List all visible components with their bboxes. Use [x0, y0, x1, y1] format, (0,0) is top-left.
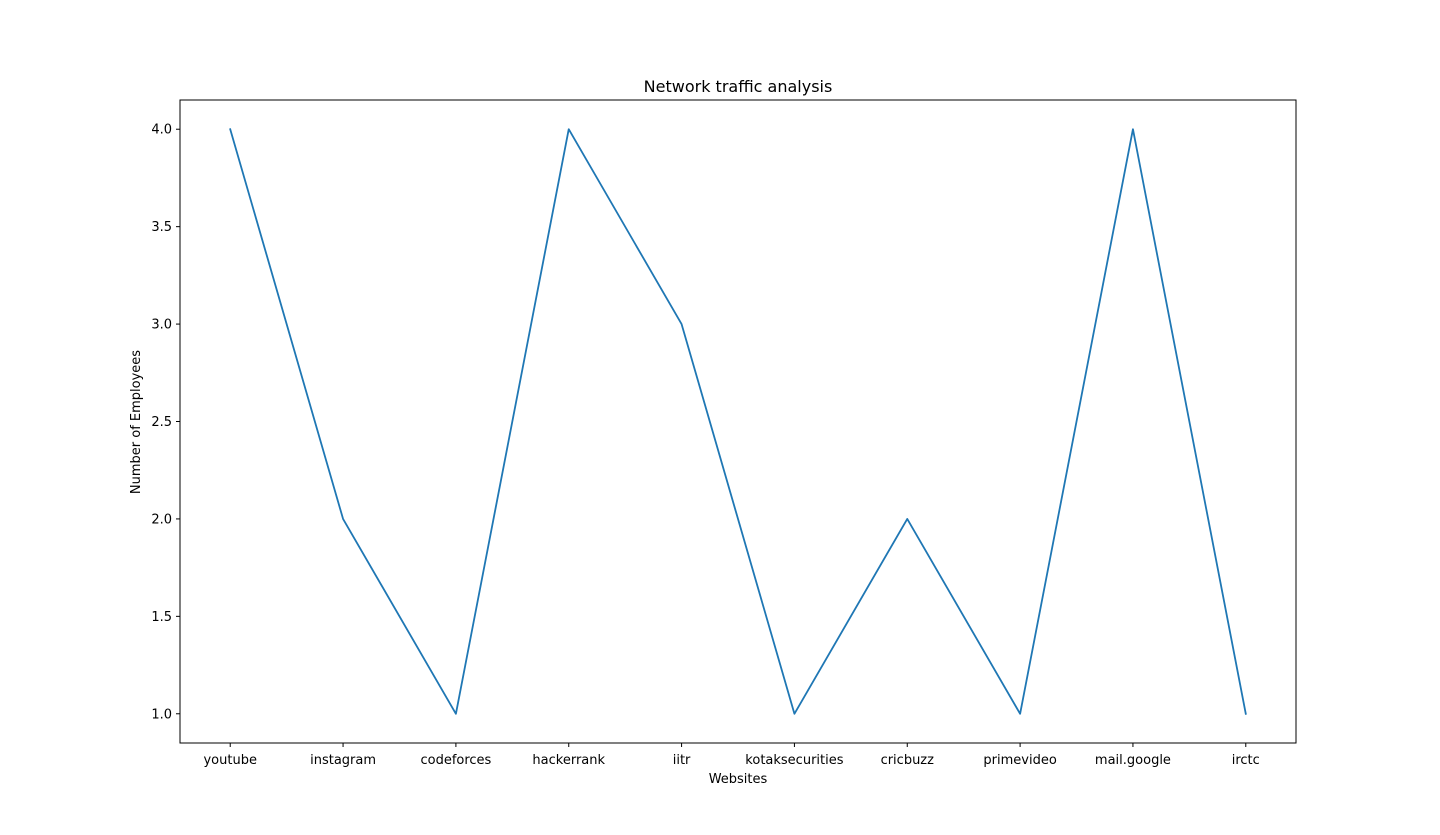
chart-title: Network traffic analysis	[644, 77, 833, 96]
x-axis: youtube instagram codeforces hackerrank iitr…	[203, 743, 1260, 768]
y-tick-label: 3.5	[151, 220, 172, 235]
y-tick-label: 3.0	[151, 318, 172, 333]
y-tick-label: 2.5	[151, 415, 172, 430]
axes-frame	[179, 99, 1297, 744]
x-axis-label: Websites	[709, 772, 768, 787]
x-tick-label-mail-google: mail.google	[1095, 753, 1171, 768]
y-axis: 1.0 1.5 2.0 2.5 3.0 3.5 4.0	[151, 123, 180, 722]
y-tick-label: 1.0	[151, 707, 172, 722]
y-tick-label: 4.0	[151, 123, 172, 138]
x-tick-label-irctc: irctc	[1232, 753, 1260, 768]
x-tick-label-iitr: iitr	[673, 753, 691, 768]
x-tick-label-codeforces: codeforces	[420, 753, 491, 768]
x-tick-label-cricbuzz: cricbuzz	[881, 753, 935, 768]
x-tick-label-instagram: instagram	[310, 753, 376, 768]
x-tick-label-primevideo: primevideo	[983, 753, 1056, 768]
y-tick-label: 2.0	[151, 512, 172, 527]
x-tick-label-kotaksecurities: kotaksecurities	[745, 753, 843, 768]
x-tick-label-youtube: youtube	[203, 753, 256, 768]
x-tick-label-hackerrank: hackerrank	[532, 753, 605, 768]
y-axis-label: Number of Employees	[129, 350, 144, 494]
plot-area	[179, 99, 1297, 744]
series-line-0	[229, 128, 1247, 715]
y-tick-label: 1.5	[151, 610, 172, 625]
series-layer	[229, 128, 1247, 715]
